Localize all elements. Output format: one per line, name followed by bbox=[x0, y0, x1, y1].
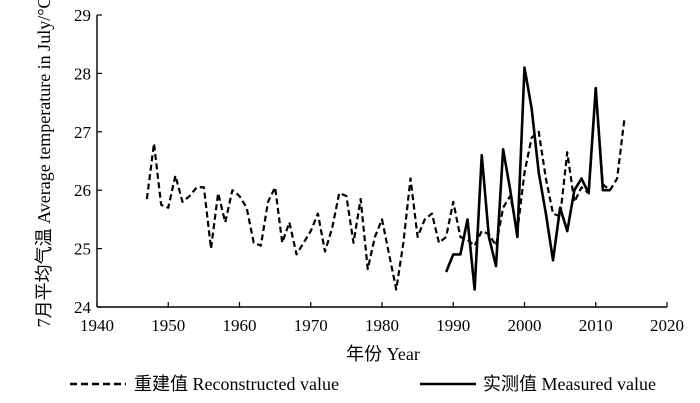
x-ticks: 1940 1950 1960 1970 1980 1990 2000 2010 2020 bbox=[80, 302, 684, 335]
plot-area: 1940 1950 1960 1970 1980 1990 2000 2010 2020 242… bbox=[74, 6, 684, 335]
y-ticks: 24 25 26 27 28 29 bbox=[74, 6, 102, 317]
x-tick-label-2010: 2010 bbox=[579, 316, 613, 335]
y-tick-label-29: 29 bbox=[74, 6, 91, 25]
x-tick-label-1940: 1940 bbox=[80, 316, 114, 335]
legend-label-measured: 实测值 Measured value bbox=[483, 374, 656, 394]
y-tick-label-24: 24 bbox=[74, 298, 92, 317]
y-tick-label-26: 26 bbox=[74, 181, 91, 200]
x-tick-label-1950: 1950 bbox=[151, 316, 185, 335]
x-tick-label-1970: 1970 bbox=[294, 316, 328, 335]
y-tick-label-28: 28 bbox=[74, 64, 91, 83]
series-layer bbox=[145, 66, 626, 291]
legend: 重建值 Reconstructed value 实测值 Measured val… bbox=[70, 374, 656, 394]
x-tick-label-2020: 2020 bbox=[650, 316, 684, 335]
series-line-reconstructed bbox=[145, 89, 626, 291]
legend-label-reconstructed: 重建值 Reconstructed value bbox=[134, 374, 339, 394]
y-tick-label-25: 25 bbox=[74, 240, 91, 259]
x-tick-label-1980: 1980 bbox=[365, 316, 399, 335]
x-tick-label-1990: 1990 bbox=[436, 316, 470, 335]
x-tick-label-2000: 2000 bbox=[508, 316, 542, 335]
y-axis-title: 7月平均气温 Average temperature in July/°C bbox=[34, 0, 54, 327]
x-tick-label-1960: 1960 bbox=[223, 316, 257, 335]
series-line-measured bbox=[444, 66, 610, 291]
y-tick-label-27: 27 bbox=[74, 123, 92, 142]
x-axis-title: 年份 Year bbox=[346, 344, 420, 364]
